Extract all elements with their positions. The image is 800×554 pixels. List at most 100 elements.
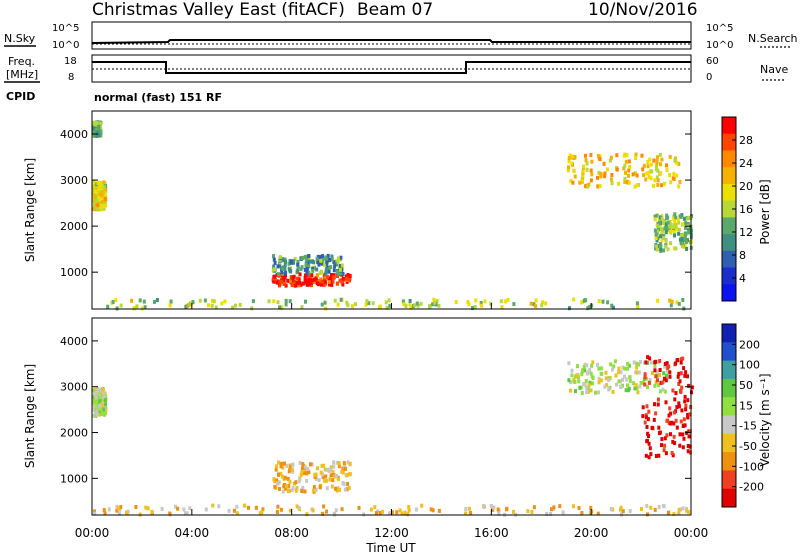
heatmap-cell <box>204 507 208 512</box>
heatmap-cell <box>668 229 672 234</box>
heatmap-cell <box>409 305 413 310</box>
heatmap-cell <box>648 356 652 361</box>
heatmap-cell <box>348 461 352 466</box>
heatmap-cell <box>669 303 673 308</box>
heatmap-cell <box>646 385 649 390</box>
heatmap-cell <box>102 390 106 395</box>
heatmap-cell <box>680 408 684 413</box>
heatmap-cell <box>652 183 655 188</box>
heatmap-cell <box>315 281 319 286</box>
heatmap-cell <box>532 505 536 510</box>
heatmap-cell <box>617 366 621 371</box>
heatmap-cell <box>663 443 667 448</box>
heatmap-cell <box>512 509 515 514</box>
heatmap-cell <box>144 505 148 510</box>
heatmap-cell <box>318 271 322 276</box>
heatmap-cell <box>677 161 681 166</box>
heatmap-cell <box>492 505 496 510</box>
heatmap-cell <box>639 360 643 364</box>
heatmap-cell <box>644 453 648 458</box>
heatmap-cell <box>621 383 624 388</box>
heatmap-cell <box>646 360 650 365</box>
heatmap-cell <box>333 298 337 303</box>
heatmap-cell <box>681 356 685 361</box>
heatmap-cell <box>627 386 631 391</box>
heatmap-cell <box>281 489 285 494</box>
heatmap-cell <box>146 506 150 511</box>
heatmap-cell <box>298 281 302 285</box>
heatmap-cell <box>659 243 663 248</box>
heatmap-cell <box>633 386 637 391</box>
heatmap-cell <box>580 391 584 395</box>
heatmap-cell <box>628 509 632 514</box>
heatmap-cell <box>210 303 214 308</box>
heatmap-cell <box>104 408 108 413</box>
heatmap-cell <box>578 385 582 390</box>
heatmap-cell <box>637 370 641 375</box>
heatmap-cell <box>96 125 100 130</box>
heatmap-cell <box>575 373 579 378</box>
heatmap-cell <box>281 465 285 470</box>
heatmap-cell <box>301 462 305 467</box>
heatmap-cell <box>483 299 487 304</box>
heatmap-cell <box>96 203 100 208</box>
heatmap-cell <box>408 302 412 307</box>
heatmap-cell <box>678 379 682 384</box>
heatmap-cell <box>683 242 687 247</box>
heatmap-cell <box>644 360 648 365</box>
heatmap-cell <box>324 474 328 479</box>
heatmap-cell <box>294 480 298 485</box>
heatmap-cell <box>668 224 672 229</box>
heatmap-cell <box>329 265 333 270</box>
heatmap-cell <box>590 374 594 379</box>
heatmap-cell <box>302 471 306 476</box>
heatmap-cell <box>319 258 323 263</box>
noise-tick-right-top: 10^5 <box>706 23 733 34</box>
heatmap-cell <box>567 156 571 161</box>
velocity-ylabel: Slant Range [km] <box>23 364 37 468</box>
heatmap-cell <box>581 369 585 374</box>
heatmap-cell <box>378 304 382 309</box>
heatmap-cell <box>604 370 608 375</box>
heatmap-cell <box>672 434 676 439</box>
heatmap-cell <box>615 153 619 158</box>
heatmap-cell <box>614 373 618 378</box>
heatmap-cell <box>665 361 669 366</box>
heatmap-cell <box>541 300 544 305</box>
heatmap-cell <box>584 385 588 390</box>
heatmap-cell <box>627 159 631 164</box>
heatmap-cell <box>687 383 691 388</box>
heatmap-cell <box>345 487 349 492</box>
heatmap-cell <box>687 510 691 515</box>
heatmap-cell <box>234 303 237 308</box>
heatmap-cell <box>336 274 339 278</box>
heatmap-cell <box>400 511 404 516</box>
heatmap-cell <box>309 281 313 285</box>
heatmap-cell <box>293 283 297 288</box>
heatmap-cell <box>92 399 96 403</box>
heatmap-cell <box>101 401 105 406</box>
heatmap-cell <box>328 477 332 482</box>
heatmap-cell <box>677 507 681 512</box>
heatmap-cell <box>93 189 97 194</box>
heatmap-cell <box>321 257 325 262</box>
heatmap-cell <box>104 203 108 208</box>
heatmap-cell <box>303 280 307 285</box>
heatmap-cell <box>373 505 377 510</box>
heatmap-cell <box>569 178 573 183</box>
heatmap-cell <box>660 443 663 448</box>
heatmap-cell <box>657 425 661 430</box>
heatmap-cell <box>303 489 307 494</box>
colorbar-segment <box>722 452 736 471</box>
heatmap-cell <box>656 155 659 160</box>
heatmap-cell <box>686 374 689 379</box>
heatmap-cell <box>623 374 626 379</box>
heatmap-cell <box>584 158 588 163</box>
heatmap-cell <box>671 388 675 393</box>
heatmap-cell <box>655 213 659 218</box>
heatmap-cell <box>364 302 368 307</box>
heatmap-cell <box>597 170 601 175</box>
heatmap-cell <box>656 378 659 383</box>
heatmap-cell <box>289 275 293 280</box>
heatmap-cell <box>665 373 669 378</box>
